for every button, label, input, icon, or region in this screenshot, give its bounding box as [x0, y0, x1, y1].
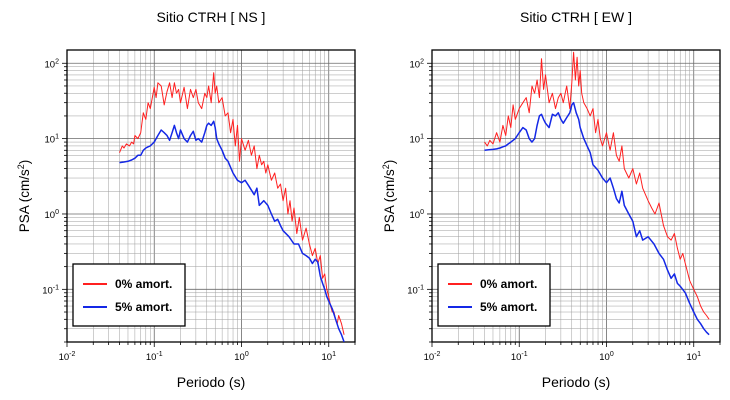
legend-box [72, 263, 186, 327]
chart-panel-0: 10-2 10-1 100 101 10-1 100 101 102 Sitio CTRH [ … [16, 9, 356, 390]
y-axis-label: PSA (cm/s2) [381, 160, 397, 233]
x-tick-label: 101 [686, 351, 701, 363]
series-line-amort-0 [484, 51, 710, 320]
plot-frame [431, 49, 721, 343]
legend-label: 0% amort. [115, 277, 172, 291]
y-tick-label: 10-1 [407, 284, 424, 296]
y-tick-label: 102 [45, 58, 60, 70]
legend-box [437, 263, 551, 327]
y-tick-label: 10-1 [42, 284, 59, 296]
x-tick-label: 100 [599, 351, 614, 363]
chart-panel-1: 10-2 10-1 100 101 10-1 100 101 102 Sitio CTRH [ … [381, 9, 721, 390]
x-axis-label: Periodo (s) [542, 374, 610, 390]
legend-label: 0% amort. [480, 277, 537, 291]
x-tick-label: 10-2 [424, 351, 441, 363]
legend-label: 5% amort. [480, 300, 537, 314]
x-tick-label: 100 [234, 351, 249, 363]
series-line-amort-5 [119, 120, 345, 342]
x-tick-label: 10-1 [146, 351, 163, 363]
x-axis-label: Periodo (s) [177, 374, 245, 390]
series-line-amort-5 [484, 101, 710, 336]
y-tick-label: 101 [45, 134, 60, 146]
y-axis-label: PSA (cm/s2) [16, 160, 32, 233]
series-line-amort-0 [119, 72, 345, 335]
y-tick-label: 100 [410, 209, 425, 221]
plot-frame [66, 49, 356, 343]
y-tick-label: 100 [45, 209, 60, 221]
y-tick-label: 101 [410, 134, 425, 146]
x-tick-label: 10-2 [59, 351, 76, 363]
legend: 0% amort. 5% amort. [437, 263, 551, 327]
legend-label: 5% amort. [115, 300, 172, 314]
x-tick-label: 10-1 [511, 351, 528, 363]
chart-title: Sitio CTRH [ NS ] [157, 9, 266, 25]
x-tick-label: 101 [321, 351, 336, 363]
chart-title: Sitio CTRH [ EW ] [520, 9, 632, 25]
y-tick-label: 102 [410, 58, 425, 70]
legend: 0% amort. 5% amort. [72, 263, 186, 327]
